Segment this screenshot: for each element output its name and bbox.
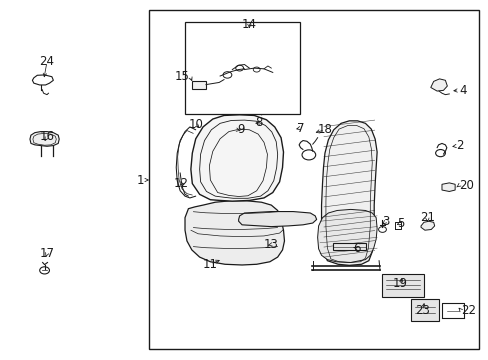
Text: 17: 17 [40, 247, 54, 260]
Text: 7: 7 [296, 122, 304, 135]
Bar [184, 22, 299, 114]
Text: 14: 14 [242, 18, 256, 31]
Text: 19: 19 [392, 278, 407, 291]
Text: 13: 13 [264, 238, 278, 251]
Text: 20: 20 [458, 179, 473, 192]
Text: 18: 18 [317, 123, 332, 136]
Bar [149, 10, 478, 348]
Text: 4: 4 [458, 84, 466, 97]
Polygon shape [381, 274, 423, 297]
Polygon shape [420, 221, 434, 230]
Text: 16: 16 [40, 130, 54, 144]
Bar [192, 81, 205, 89]
Polygon shape [321, 121, 376, 265]
Text: 6: 6 [352, 242, 360, 255]
Bar [332, 243, 366, 250]
Polygon shape [30, 132, 59, 146]
Text: 11: 11 [203, 258, 218, 271]
Text: 12: 12 [173, 177, 188, 190]
Text: 24: 24 [40, 55, 54, 68]
Text: 9: 9 [237, 123, 244, 136]
Polygon shape [410, 299, 438, 320]
Text: 10: 10 [188, 118, 203, 131]
Text: 8: 8 [255, 116, 262, 129]
Polygon shape [441, 183, 454, 192]
Polygon shape [430, 79, 447, 91]
Text: 5: 5 [396, 216, 404, 230]
Text: 23: 23 [414, 305, 429, 318]
Text: 21: 21 [419, 211, 434, 224]
Polygon shape [184, 201, 284, 265]
Text: 2: 2 [456, 139, 463, 152]
Text: 22: 22 [461, 305, 475, 318]
Text: 3: 3 [382, 215, 389, 228]
Polygon shape [317, 210, 376, 262]
Polygon shape [238, 212, 316, 226]
Text: 1: 1 [137, 174, 144, 186]
Text: 15: 15 [175, 69, 189, 82]
Polygon shape [190, 115, 283, 201]
